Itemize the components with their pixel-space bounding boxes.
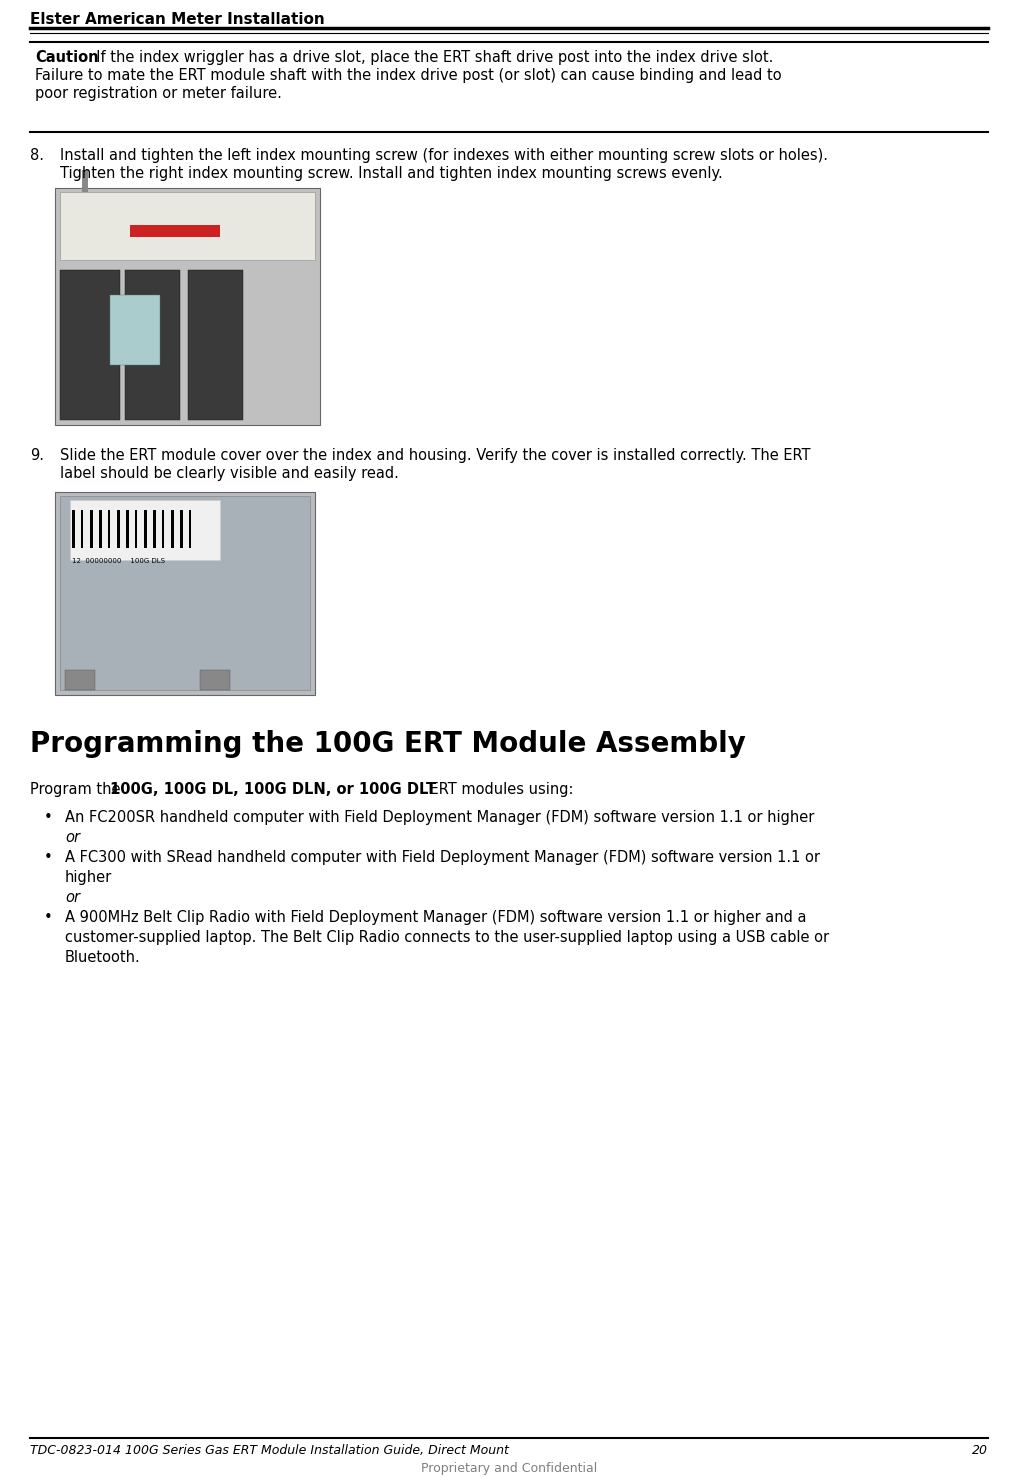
- Bar: [130, 225, 220, 236]
- Bar: [153, 510, 156, 548]
- Bar: [70, 500, 220, 560]
- Text: •: •: [44, 810, 53, 825]
- Text: or: or: [65, 831, 80, 845]
- Text: poor registration or meter failure.: poor registration or meter failure.: [35, 86, 282, 101]
- Bar: [60, 270, 120, 420]
- Text: Bluetooth.: Bluetooth.: [65, 950, 140, 965]
- Text: 100G, 100G DL, 100G DLN, or 100G DLT: 100G, 100G DL, 100G DLN, or 100G DLT: [110, 782, 436, 797]
- Bar: [90, 510, 93, 548]
- Bar: [126, 510, 129, 548]
- Text: TDC-0823-014 100G Series Gas ERT Module Installation Guide, Direct Mount: TDC-0823-014 100G Series Gas ERT Module …: [30, 1444, 509, 1457]
- Text: Proprietary and Confidential: Proprietary and Confidential: [420, 1462, 598, 1475]
- Bar: [55, 492, 315, 695]
- Bar: [171, 510, 174, 548]
- Text: •: •: [44, 910, 53, 925]
- Text: or: or: [65, 890, 80, 905]
- Text: Slide the ERT module cover over the index and housing. Verify the cover is insta: Slide the ERT module cover over the inde…: [60, 448, 810, 463]
- Text: 20: 20: [972, 1444, 988, 1457]
- Text: A FC300 with SRead handheld computer with Field Deployment Manager (FDM) softwar: A FC300 with SRead handheld computer wit…: [65, 850, 821, 865]
- Bar: [60, 192, 315, 260]
- Text: customer-supplied laptop. The Belt Clip Radio connects to the user-supplied lapt: customer-supplied laptop. The Belt Clip …: [65, 930, 829, 944]
- Bar: [110, 296, 160, 365]
- Text: Tighten the right index mounting screw. Install and tighten index mounting screw: Tighten the right index mounting screw. …: [60, 166, 723, 180]
- Bar: [108, 510, 110, 548]
- Text: An FC200SR handheld computer with Field Deployment Manager (FDM) software versio: An FC200SR handheld computer with Field …: [65, 810, 814, 825]
- Text: Failure to mate the ERT module shaft with the index drive post (or slot) can cau: Failure to mate the ERT module shaft wit…: [35, 68, 782, 83]
- Text: Elster American Meter Installation: Elster American Meter Installation: [30, 12, 325, 27]
- Bar: [200, 670, 230, 690]
- Bar: [117, 510, 120, 548]
- Bar: [144, 510, 147, 548]
- Bar: [82, 170, 88, 192]
- Bar: [60, 497, 310, 690]
- Bar: [189, 510, 191, 548]
- Bar: [55, 188, 320, 426]
- Bar: [72, 510, 75, 548]
- Text: 9.: 9.: [30, 448, 44, 463]
- Text: •: •: [44, 850, 53, 865]
- Bar: [99, 510, 102, 548]
- Bar: [81, 510, 83, 548]
- Text: Program the: Program the: [30, 782, 125, 797]
- Text: label should be clearly visible and easily read.: label should be clearly visible and easi…: [60, 466, 399, 480]
- Text: Install and tighten the left index mounting screw (for indexes with either mount: Install and tighten the left index mount…: [60, 148, 828, 163]
- Text: If the index wriggler has a drive slot, place the ERT shaft drive post into the : If the index wriggler has a drive slot, …: [87, 50, 774, 65]
- Text: A 900MHz Belt Clip Radio with Field Deployment Manager (FDM) software version 1.: A 900MHz Belt Clip Radio with Field Depl…: [65, 910, 806, 925]
- Bar: [180, 510, 183, 548]
- Bar: [162, 510, 164, 548]
- Bar: [125, 270, 180, 420]
- Text: 8.: 8.: [30, 148, 44, 163]
- Text: Caution: Caution: [35, 50, 99, 65]
- Bar: [65, 670, 95, 690]
- Text: ERT modules using:: ERT modules using:: [425, 782, 573, 797]
- Bar: [188, 270, 243, 420]
- Text: 12  00000000    100G DLS: 12 00000000 100G DLS: [72, 559, 165, 565]
- Text: Programming the 100G ERT Module Assembly: Programming the 100G ERT Module Assembly: [30, 730, 746, 758]
- Bar: [135, 510, 137, 548]
- Text: higher: higher: [65, 871, 112, 885]
